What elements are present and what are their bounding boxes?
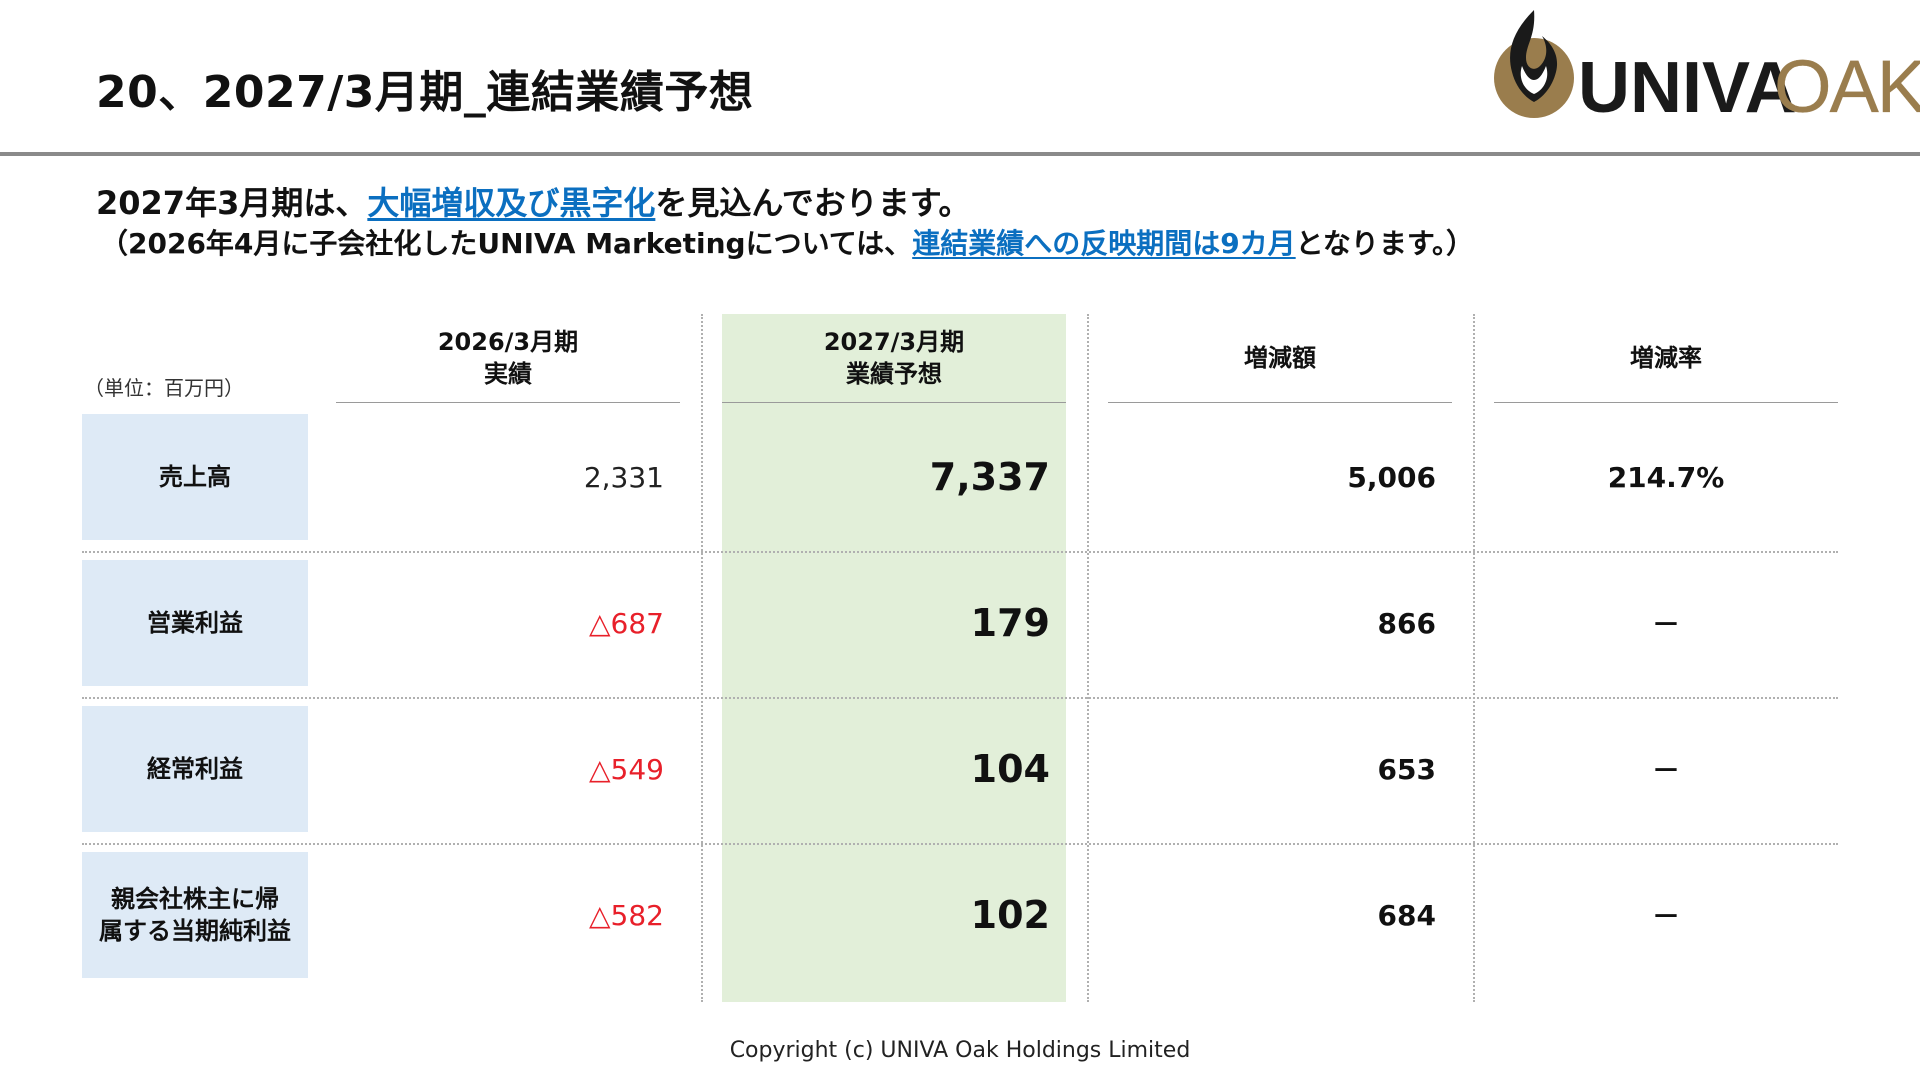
unit-label: （単位：百万円） (84, 376, 244, 400)
copyright-footer: Copyright (c) UNIVA Oak Holdings Limited (729, 1038, 1191, 1063)
logo-text-univa: UNIVA (1578, 48, 1797, 122)
table-cell-forecast: 7,337 (929, 455, 1050, 499)
row-label-text: 経常利益 (147, 755, 243, 783)
table-cell-diff: 866 (1377, 606, 1436, 640)
row-divider (82, 697, 1838, 699)
header-divider (0, 152, 1920, 156)
column-header-forecast: 2027/3月期 業績予想 (722, 316, 1066, 400)
row-label-text: 属する当期純利益 (99, 917, 291, 945)
subtitle-prefix: 2027年3月期は、 (96, 184, 368, 222)
table-cell-rate: － (1651, 608, 1680, 641)
table-cell-diff: 653 (1377, 752, 1436, 786)
subtitle-note: （2026年4月に子会社化したUNIVA Marketingについては、連結業績… (100, 222, 1474, 262)
header-underline (1494, 402, 1838, 403)
page-title: 20、2027/3月期_連結業績予想 (96, 67, 754, 118)
column-header-line1: 増減額 (1244, 344, 1316, 372)
column-header-line2: 業績予想 (846, 360, 942, 388)
note-suffix: となります。） (1295, 227, 1475, 260)
column-header-line1: 2026/3月期 (437, 328, 579, 356)
row-label-text: 営業利益 (147, 609, 243, 637)
row-label-ordinary-profit: 経常利益 (82, 706, 308, 832)
row-divider (82, 551, 1838, 553)
note-highlight: 連結業績への反映期間は9カ月 (912, 227, 1296, 260)
table-cell-forecast: 102 (970, 893, 1050, 937)
column-divider (1473, 314, 1475, 1002)
table-cell-diff: 684 (1377, 898, 1436, 932)
header-underline (722, 402, 1066, 403)
table-cell-actual: △582 (589, 898, 664, 932)
table-cell-rate: － (1651, 900, 1680, 933)
table-cell-actual: 2,331 (583, 460, 664, 494)
logo-text-oak: OAK (1774, 45, 1920, 122)
table-cell-rate: － (1651, 754, 1680, 787)
column-header-actual: 2026/3月期 実績 (336, 316, 680, 400)
table-cell-actual: △549 (589, 752, 664, 786)
univa-oak-logo: UNIVA OAK (1494, 10, 1920, 122)
column-divider (701, 314, 703, 1002)
column-header-diff: 増減額 (1108, 316, 1452, 400)
column-header-line1: 2027/3月期 (823, 328, 965, 356)
subtitle-suffix: を見込んでおります。 (655, 184, 971, 222)
header-underline (336, 402, 680, 403)
table-cell-actual: △687 (589, 606, 664, 640)
table-cell-rate: 214.7% (1607, 460, 1725, 494)
subtitle: 2027年3月期は、大幅増収及び黒字化を見込んでおります。 (96, 178, 971, 224)
row-label-text: 売上高 (159, 463, 231, 491)
column-divider (1087, 314, 1089, 1002)
note-prefix: （2026年4月に子会社化したUNIVA Marketingについては、 (100, 227, 913, 260)
subtitle-highlight: 大幅増収及び黒字化 (367, 184, 656, 222)
forecast-column-highlight (722, 314, 1066, 1002)
table-cell-forecast: 179 (970, 601, 1050, 645)
header-underline (1108, 402, 1452, 403)
row-label-operating-profit: 営業利益 (82, 560, 308, 686)
column-header-line1: 増減率 (1630, 344, 1702, 372)
row-divider (82, 843, 1838, 845)
row-label-net-income: 親会社株主に帰 属する当期純利益 (82, 852, 308, 978)
column-header-rate: 増減率 (1494, 316, 1838, 400)
table-cell-forecast: 104 (970, 747, 1050, 791)
column-header-line2: 実績 (484, 360, 532, 388)
row-label-net-sales: 売上高 (82, 414, 308, 540)
row-label-text: 親会社株主に帰 (111, 885, 279, 913)
table-cell-diff: 5,006 (1347, 460, 1436, 494)
